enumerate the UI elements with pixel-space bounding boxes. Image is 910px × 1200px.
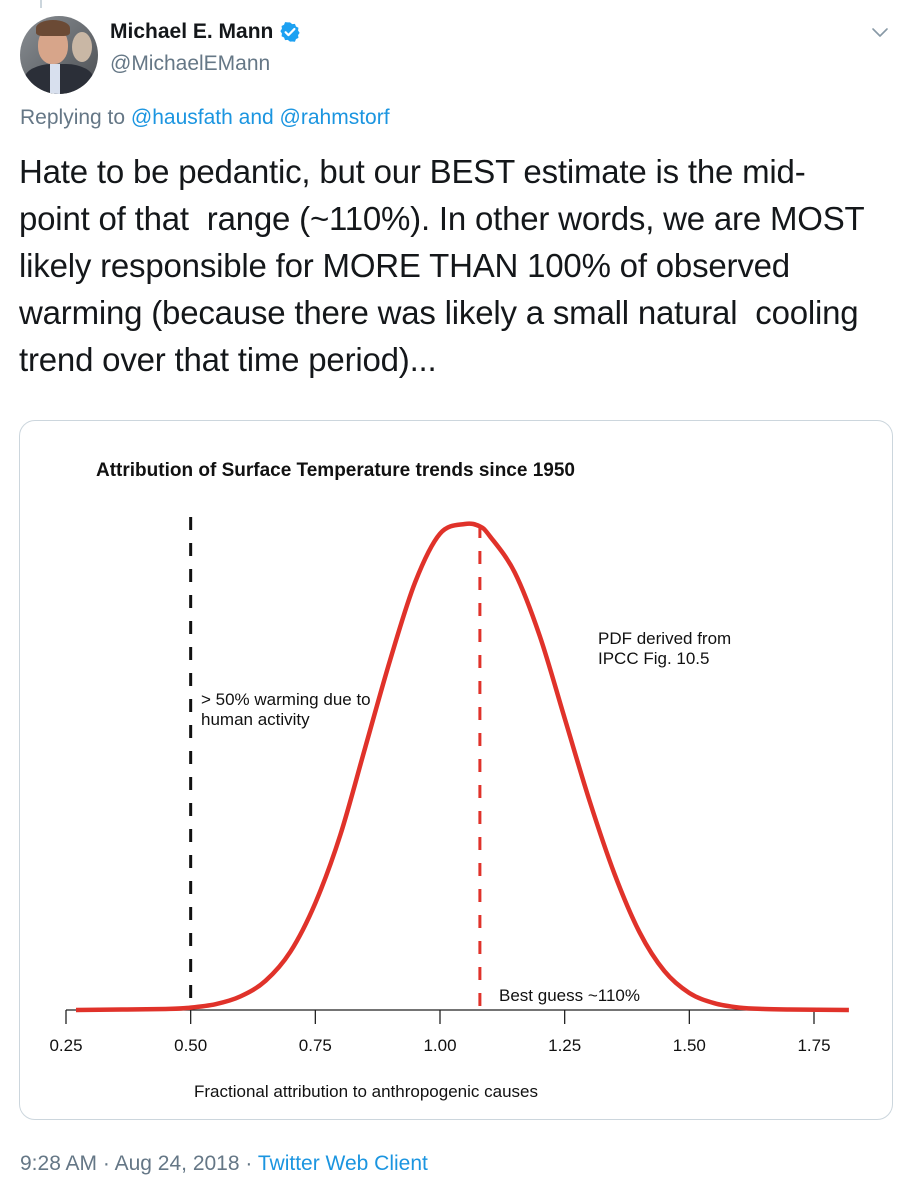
x-tick-label: 1.25 <box>548 1036 581 1055</box>
x-tick-label: 0.50 <box>174 1036 207 1055</box>
author-handle[interactable]: @MichaelEMann <box>110 52 271 75</box>
x-tick-label: 1.75 <box>797 1036 830 1055</box>
avatar-shirt <box>50 64 60 94</box>
x-tick-label: 0.75 <box>299 1036 332 1055</box>
tweet-line: point of that range (~110%). In other wo… <box>19 200 865 237</box>
replying-to-prefix: Replying to <box>20 106 126 129</box>
author-name-row[interactable]: Michael E. Mann <box>110 20 301 44</box>
tweet-line: warming (because there was likely a smal… <box>19 294 859 331</box>
footer-separator: · <box>245 1152 253 1175</box>
attribution-chart: Attribution of Surface Temperature trend… <box>49 460 849 1101</box>
tweet-client[interactable]: Twitter Web Client <box>257 1152 428 1175</box>
media-card[interactable]: Attribution of Surface Temperature trend… <box>19 420 893 1120</box>
tweet-footer: 9:28 AM · Aug 24, 2018 · Twitter Web Cli… <box>20 1152 428 1176</box>
tweet-line: likely responsible for MORE THAN 100% of… <box>19 247 790 284</box>
tweet-line: trend over that time period)... <box>19 341 437 378</box>
tweet-text: Hate to be pedantic, but our BEST estima… <box>19 148 899 383</box>
mention-hausfath[interactable]: @hausfath <box>130 106 233 129</box>
x-tick-label: 0.25 <box>49 1036 82 1055</box>
x-tick-label: 1.00 <box>423 1036 456 1055</box>
author-name[interactable]: Michael E. Mann <box>110 20 274 43</box>
tweet-line: Hate to be pedantic, but our BEST estima… <box>19 153 806 190</box>
chevron-down-icon[interactable] <box>870 22 890 42</box>
footer-separator: · <box>102 1152 110 1175</box>
replying-to-connector[interactable]: and <box>238 106 274 129</box>
avatar[interactable] <box>20 16 98 94</box>
pdf-annotation-line1: PDF derived from <box>598 629 731 648</box>
tweet-time[interactable]: 9:28 AM <box>20 1152 98 1175</box>
replying-to: Replying to @hausfath and @rahmstorf <box>20 106 390 130</box>
chart-title: Attribution of Surface Temperature trend… <box>96 460 575 481</box>
best-guess-label: Best guess ~110% <box>499 986 640 1005</box>
avatar-background-figure <box>72 32 92 62</box>
thread-connector <box>40 0 42 8</box>
mention-rahmstorf[interactable]: @rahmstorf <box>279 106 390 129</box>
tweet-date[interactable]: Aug 24, 2018 <box>114 1152 240 1175</box>
avatar-hair <box>36 20 70 36</box>
threshold-label-line2: human activity <box>201 710 310 729</box>
verified-badge-icon <box>280 22 300 42</box>
x-axis-label: Fractional attribution to anthropogenic … <box>194 1082 538 1101</box>
threshold-label-line1: > 50% warming due to <box>201 690 371 709</box>
pdf-curve <box>75 521 849 1013</box>
pdf-annotation-line2: IPCC Fig. 10.5 <box>598 649 710 668</box>
x-tick-label: 1.50 <box>673 1036 706 1055</box>
